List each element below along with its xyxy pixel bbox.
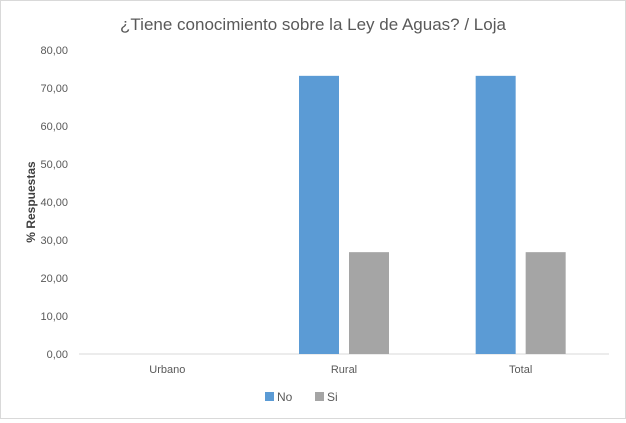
y-axis-label: % Respuestas (24, 161, 38, 243)
bar-no-total (475, 75, 516, 354)
bar-no-rural (299, 75, 339, 354)
y-tick-labels: 0,00 10,00 20,00 30,00 40,00 50,00 60,00 70,00 8… (40, 45, 68, 361)
bar-si-total (525, 252, 566, 354)
legend-label-no: No (277, 390, 293, 404)
x-tick-label: Rural (331, 364, 357, 376)
legend: No Si (265, 390, 338, 404)
y-tick-label: 0,00 (47, 349, 68, 361)
y-tick-label: 40,00 (40, 197, 68, 209)
bars (299, 75, 566, 354)
x-tick-label: Urbano (149, 364, 185, 376)
y-tick-label: 20,00 (40, 273, 68, 285)
y-tick-label: 70,00 (40, 83, 68, 95)
legend-swatch-si (315, 392, 324, 401)
y-tick-label: 10,00 (40, 311, 68, 323)
legend-label-si: Si (327, 390, 338, 404)
chart-title: ¿Tiene conocimiento sobre la Ley de Agua… (120, 15, 506, 34)
bar-si-rural (349, 252, 389, 354)
y-tick-label: 80,00 (40, 45, 68, 57)
y-tick-label: 50,00 (40, 159, 68, 171)
x-tick-label: Total (509, 364, 532, 376)
legend-swatch-no (265, 392, 274, 401)
x-tick-labels: Urbano Rural Total (149, 364, 532, 376)
y-tick-label: 60,00 (40, 121, 68, 133)
y-tick-label: 30,00 (40, 235, 68, 247)
